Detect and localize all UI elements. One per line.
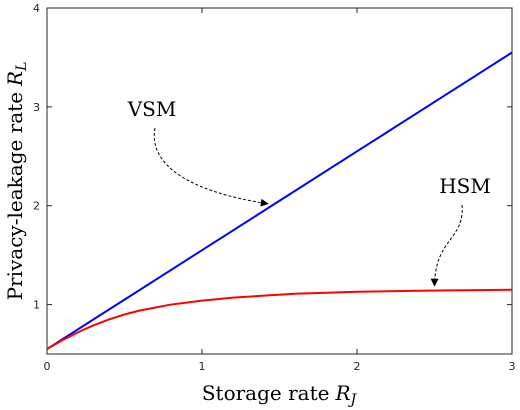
x-axis-label: Storage rate — [202, 381, 330, 405]
x-axis-title: Storage rate RJ — [202, 381, 358, 408]
y-tick-label: 2 — [33, 200, 40, 213]
y-tick-label: 1 — [33, 299, 40, 312]
x-axis-symbol: R — [334, 381, 350, 405]
annotation-hsm-label: HSM — [439, 174, 491, 198]
x-tick-label: 1 — [199, 360, 206, 373]
y-tick-label: 4 — [33, 2, 40, 15]
x-tick-label: 3 — [509, 360, 516, 373]
annotation-vsm-label: VSM — [127, 97, 177, 121]
y-tick-label: 3 — [33, 101, 40, 114]
y-axis-title: Privacy-leakage rate RL — [3, 62, 30, 301]
x-tick-label: 0 — [44, 360, 51, 373]
y-axis-symbol: R — [3, 71, 27, 87]
y-axis-subscript: L — [14, 62, 30, 72]
x-tick-label: 2 — [354, 360, 361, 373]
y-axis-label: Privacy-leakage rate — [3, 92, 27, 300]
